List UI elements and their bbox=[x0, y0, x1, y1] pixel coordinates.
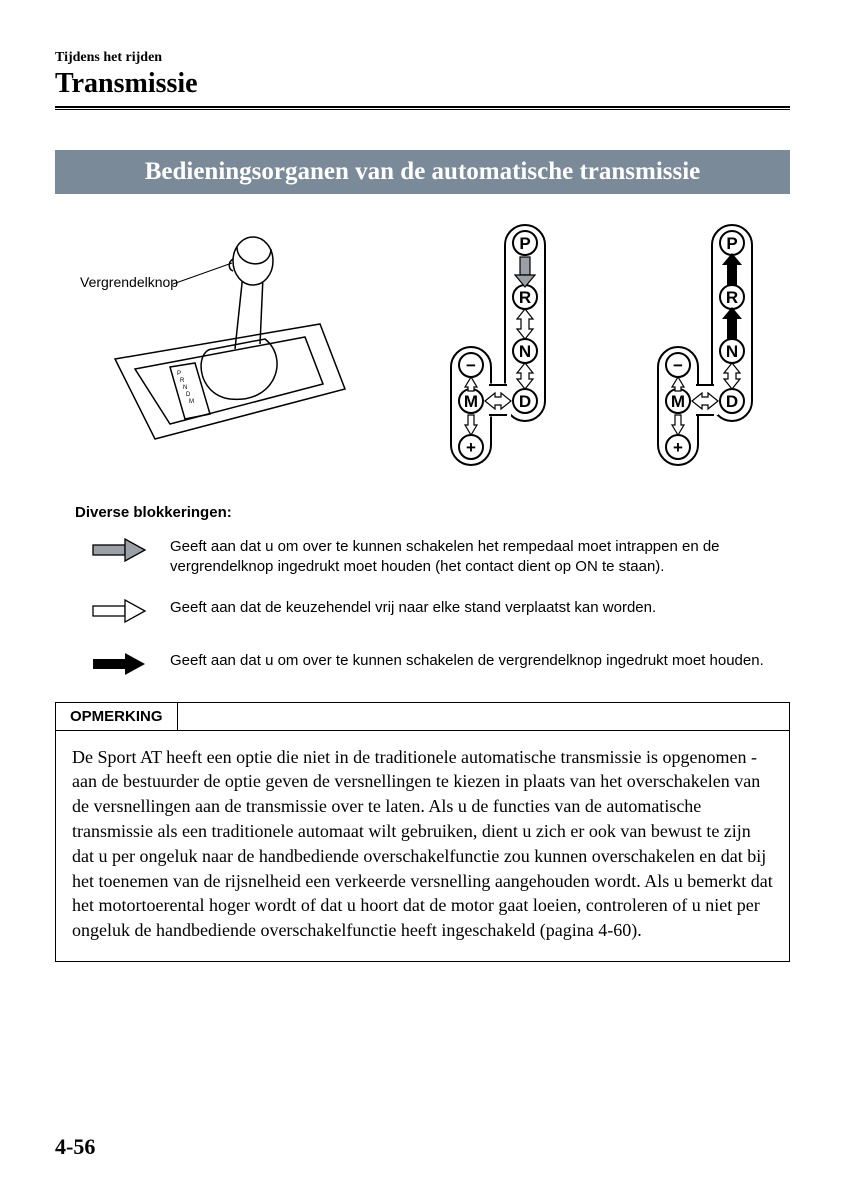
legend-item-open: Geeft aan dat de keuzehendel vrij naar e… bbox=[85, 596, 790, 631]
diagram-row: P R N D M Vergrendelknop bbox=[55, 219, 790, 484]
svg-text:R: R bbox=[518, 288, 530, 307]
arrow-open-icon bbox=[85, 596, 170, 631]
legend-heading: Diverse blokkeringen: bbox=[75, 504, 790, 521]
svg-text:N: N bbox=[518, 342, 530, 361]
gate-diagram-down: P R N D M − + bbox=[423, 219, 573, 484]
legend-text: Geeft aan dat u om over te kunnen schake… bbox=[170, 535, 790, 578]
svg-text:R: R bbox=[180, 378, 185, 384]
svg-text:R: R bbox=[726, 288, 738, 307]
note-title: OPMERKING bbox=[56, 703, 178, 730]
lock-button-label: Vergrendelknop bbox=[80, 274, 178, 290]
svg-text:D: D bbox=[726, 392, 738, 411]
shifter-svg: P R N D M bbox=[65, 219, 365, 454]
shifter-illustration: P R N D M Vergrendelknop bbox=[65, 219, 365, 454]
title-bar: Bedieningsorganen van de automatische tr… bbox=[55, 150, 790, 194]
svg-text:M: M bbox=[671, 392, 685, 411]
svg-text:−: − bbox=[466, 356, 476, 375]
gate-diagram-up: P R N D M − + bbox=[630, 219, 780, 484]
svg-text:N: N bbox=[183, 385, 187, 391]
svg-text:M: M bbox=[189, 399, 194, 405]
note-title-row: OPMERKING bbox=[56, 703, 789, 731]
note-body: De Sport AT heeft een optie die niet in … bbox=[56, 731, 789, 962]
svg-text:D: D bbox=[186, 392, 191, 398]
legend-text: Geeft aan dat de keuzehendel vrij naar e… bbox=[170, 596, 656, 618]
svg-text:M: M bbox=[463, 392, 477, 411]
legend-item-black: Geeft aan dat u om over te kunnen schake… bbox=[85, 649, 790, 684]
svg-text:−: − bbox=[673, 356, 683, 375]
svg-text:P: P bbox=[519, 234, 530, 253]
header-rule bbox=[55, 106, 790, 110]
arrow-gray-icon bbox=[85, 535, 170, 570]
svg-text:P: P bbox=[726, 234, 737, 253]
arrow-black-icon bbox=[85, 649, 170, 684]
header-section: Tijdens het rijden bbox=[55, 50, 790, 66]
legend-item-gray: Geeft aan dat u om over te kunnen schake… bbox=[85, 535, 790, 578]
svg-text:N: N bbox=[726, 342, 738, 361]
page-number: 4-56 bbox=[55, 1134, 95, 1160]
svg-text:+: + bbox=[673, 438, 683, 457]
header-chapter: Transmissie bbox=[55, 68, 790, 100]
svg-text:D: D bbox=[518, 392, 530, 411]
legend-text: Geeft aan dat u om over te kunnen schake… bbox=[170, 649, 764, 671]
note-box: OPMERKING De Sport AT heeft een optie di… bbox=[55, 702, 790, 963]
svg-text:P: P bbox=[177, 371, 181, 377]
svg-text:+: + bbox=[466, 438, 476, 457]
